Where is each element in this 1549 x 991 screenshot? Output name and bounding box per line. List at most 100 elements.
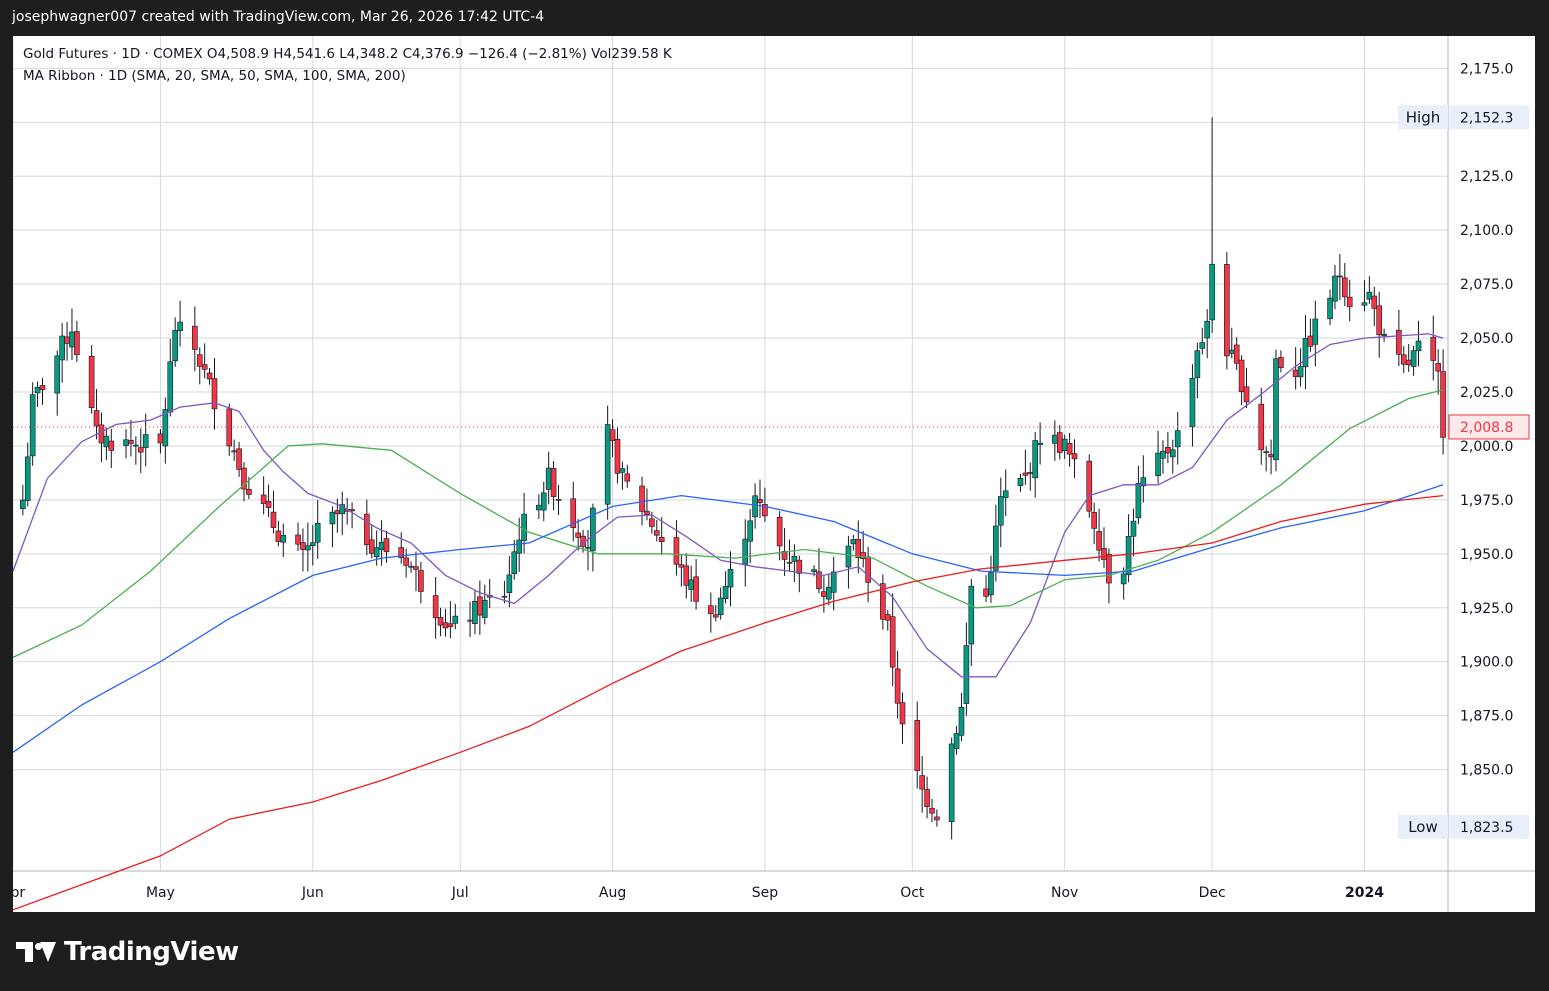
candle-body xyxy=(1061,438,1068,451)
candle-up xyxy=(1415,320,1422,367)
tradingview-wordmark: TradingView xyxy=(64,937,239,967)
candle-down xyxy=(368,525,375,559)
candle-body xyxy=(521,513,527,541)
candle-up xyxy=(20,484,26,516)
tradingview-logo[interactable]: TradingView xyxy=(16,937,239,967)
marker-value-bg xyxy=(1449,814,1529,839)
candle-body xyxy=(137,447,144,453)
candle-up xyxy=(993,504,999,582)
candle-down xyxy=(653,519,660,542)
candle-down xyxy=(555,484,562,516)
candle-down xyxy=(609,419,616,457)
candle-body xyxy=(413,566,419,570)
last-price-bg xyxy=(1448,414,1530,440)
candle-down xyxy=(442,608,449,637)
candle-body xyxy=(678,564,685,568)
candle-body xyxy=(865,556,871,583)
candle-body xyxy=(658,536,665,542)
candle-body xyxy=(649,518,655,527)
candle-down xyxy=(884,610,891,631)
candle-body xyxy=(1096,531,1102,551)
marker-value-text: 1,823.5 xyxy=(1460,820,1513,836)
candle-down xyxy=(1056,425,1063,460)
candle-body xyxy=(880,583,886,620)
x-tick-label: Jun xyxy=(301,885,324,901)
candle-body xyxy=(988,572,994,596)
x-tick-label: Dec xyxy=(1199,885,1226,901)
candle-body xyxy=(1312,318,1319,345)
candle-up xyxy=(604,405,611,520)
candle-up xyxy=(133,436,139,465)
candle-body xyxy=(1086,460,1093,512)
candle-down xyxy=(624,464,631,488)
candle-up xyxy=(717,587,724,620)
candle-body xyxy=(467,619,473,622)
candle-body xyxy=(958,706,965,736)
candle-down xyxy=(467,601,473,637)
candle-body xyxy=(796,559,803,574)
candle-body xyxy=(948,743,955,822)
last-price-text: 2,008.8 xyxy=(1460,420,1513,436)
candle-body xyxy=(717,597,724,615)
candle-up xyxy=(1209,117,1215,333)
candle-body xyxy=(64,336,70,344)
marker-label-bg xyxy=(1398,814,1448,839)
candle-up xyxy=(408,561,414,573)
candle-body xyxy=(275,530,282,542)
candle-down xyxy=(1430,315,1437,381)
x-tick-label: Oct xyxy=(900,885,925,901)
candle-down xyxy=(1096,508,1102,562)
x-tick-label: Jul xyxy=(451,885,469,901)
candle-down xyxy=(983,575,989,602)
candle-body xyxy=(1037,442,1043,445)
candle-down xyxy=(678,555,685,587)
candle-up xyxy=(619,461,626,490)
candle-up xyxy=(1327,289,1333,326)
candle-body xyxy=(963,645,970,704)
candle-body xyxy=(1066,442,1073,455)
candle-body xyxy=(550,468,557,497)
chart-area[interactable]: 2,175.02,150.02,125.02,100.02,075.02,050… xyxy=(13,36,1535,912)
candle-body xyxy=(1405,359,1412,366)
candle-body xyxy=(953,733,960,749)
candle-up xyxy=(845,535,852,589)
candle-down xyxy=(1376,291,1382,358)
candle-body xyxy=(1189,378,1196,428)
candle-down xyxy=(1346,280,1353,322)
candle-up xyxy=(1297,348,1304,387)
candle-down xyxy=(201,343,208,379)
candle-body xyxy=(1268,454,1274,458)
candle-down xyxy=(349,502,355,529)
y-tick-label: 2,075.0 xyxy=(1460,277,1513,293)
ma-line-sma-50 xyxy=(13,389,1444,658)
candle-down xyxy=(899,692,906,745)
candle-body xyxy=(133,444,139,447)
candle-up xyxy=(472,590,478,635)
candle-down xyxy=(295,522,301,551)
price-chart[interactable]: 2,175.02,150.02,125.02,100.02,075.02,050… xyxy=(13,36,1535,912)
candle-down xyxy=(93,389,100,440)
marker-value-bg xyxy=(1449,105,1529,130)
candle-down xyxy=(265,484,272,518)
candle-down xyxy=(1066,432,1073,467)
candle-up xyxy=(953,725,960,755)
candle-body xyxy=(1327,297,1333,320)
ma-line-sma-200 xyxy=(13,494,1444,911)
y-tick-label: 1,950.0 xyxy=(1460,547,1513,563)
ma-line-sma-100 xyxy=(13,484,1444,753)
candle-body xyxy=(1307,335,1314,347)
candle-body xyxy=(993,525,999,571)
candle-down xyxy=(1400,345,1407,373)
candle-body xyxy=(914,720,921,771)
candle-up xyxy=(727,551,734,607)
candle-body xyxy=(1125,536,1132,575)
candle-down xyxy=(398,532,405,564)
candle-up xyxy=(1160,440,1166,474)
candle-down xyxy=(929,798,935,823)
candle-body xyxy=(1415,340,1422,352)
candle-body xyxy=(1366,291,1373,300)
candle-up xyxy=(1366,276,1373,305)
candle-body xyxy=(830,571,837,593)
candle-down xyxy=(1396,309,1402,367)
candle-body xyxy=(639,485,645,512)
